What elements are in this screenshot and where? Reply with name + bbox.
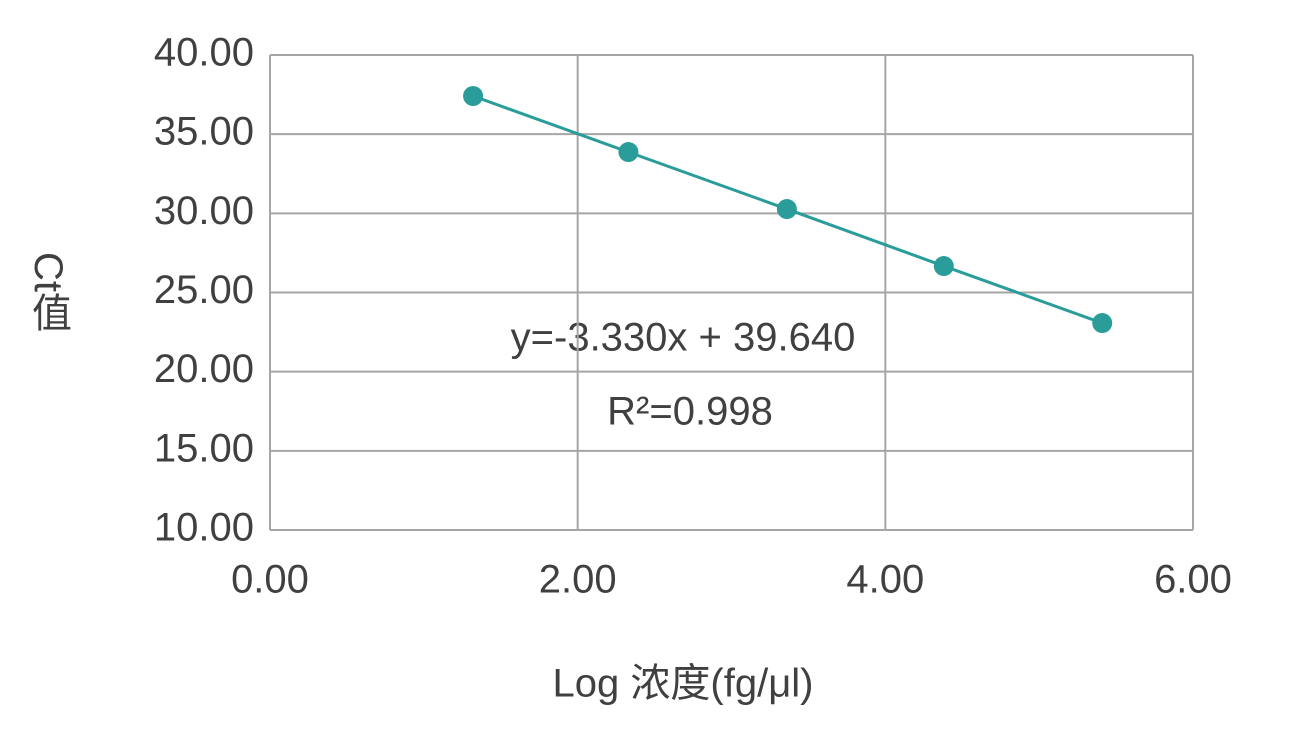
x-tick-label: 4.00 — [846, 558, 924, 602]
point — [618, 142, 639, 163]
y-tick-label: 30.00 — [154, 189, 254, 233]
r-squared: R²=0.998 — [607, 390, 773, 434]
y-tick-label: 10.00 — [154, 506, 254, 550]
x-tick-label: 2.00 — [539, 558, 617, 602]
y-tick-label: 15.00 — [154, 426, 254, 470]
x-tick-label: 6.00 — [1154, 558, 1232, 602]
y-tick-label: 35.00 — [154, 110, 254, 154]
point — [463, 86, 484, 107]
y-tick-label: 25.00 — [154, 268, 254, 312]
point — [1092, 313, 1113, 334]
x-axis-title: Log 浓度(fg/μl) — [553, 662, 814, 706]
y-axis-title: Ct值 — [26, 252, 71, 332]
point — [776, 199, 797, 220]
y-tick-label: 20.00 — [154, 347, 254, 391]
equation: y=-3.330x + 39.640 — [511, 316, 856, 360]
point — [933, 256, 954, 277]
x-tick-label: 0.00 — [231, 558, 309, 602]
y-tick-label: 40.00 — [154, 31, 254, 75]
